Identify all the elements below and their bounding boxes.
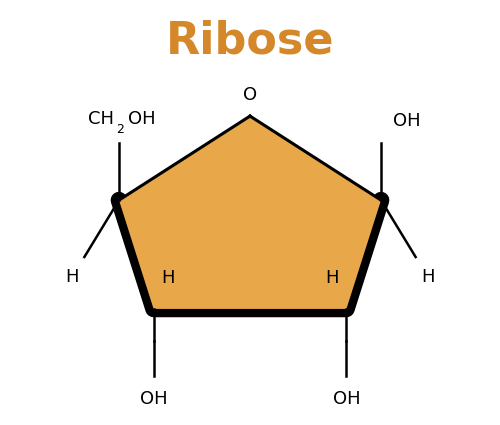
Text: CH: CH <box>88 110 114 128</box>
Text: H: H <box>162 269 175 287</box>
Text: OH: OH <box>332 391 360 408</box>
Text: O: O <box>243 86 257 104</box>
Text: H: H <box>421 268 435 286</box>
Text: H: H <box>65 268 78 286</box>
Text: OH: OH <box>140 391 168 408</box>
Text: OH: OH <box>394 112 421 130</box>
Polygon shape <box>119 116 381 309</box>
Text: Ribose: Ribose <box>166 20 334 63</box>
Text: 2: 2 <box>116 123 124 136</box>
Text: H: H <box>325 269 338 287</box>
Text: OH: OH <box>128 110 156 128</box>
